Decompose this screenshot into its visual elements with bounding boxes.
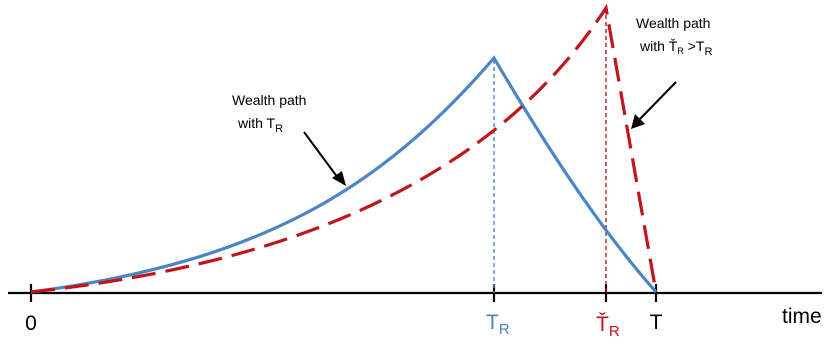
- tr-label-sub: R: [499, 321, 510, 338]
- origin-label: 0: [25, 312, 37, 335]
- red-annotation-sub1: R: [677, 46, 684, 56]
- blue-annotation-sub: R: [275, 123, 283, 135]
- arrow-red-annotation: [631, 81, 677, 129]
- red-annotation-prefix: with Ť: [639, 38, 678, 54]
- arrow-blue-annotation: [303, 131, 346, 186]
- blue-annotation-line2: with TR: [237, 115, 283, 135]
- t-label: T: [650, 311, 663, 334]
- tr-check-label-sub: R: [609, 323, 620, 340]
- blue-annotation-main: with T: [237, 115, 276, 131]
- tr-check-label-main: Ť: [596, 313, 609, 336]
- wealth-path-TR-check-curve: [30, 3, 658, 294]
- tr-label: TR: [486, 311, 510, 338]
- red-annotation-sub2: R: [704, 46, 712, 58]
- red-annotation-line2: with ŤR >TR: [639, 38, 712, 58]
- red-annotation-mid: >T: [684, 38, 705, 54]
- red-annotation-line1: Wealth path: [636, 15, 710, 31]
- wealth-path-TR-curve: [30, 55, 658, 294]
- tr-check-label: ŤR: [596, 313, 620, 340]
- x-axis-label: time: [782, 305, 822, 328]
- tr-label-main: T: [486, 311, 499, 334]
- blue-annotation-line1: Wealth path: [232, 92, 306, 108]
